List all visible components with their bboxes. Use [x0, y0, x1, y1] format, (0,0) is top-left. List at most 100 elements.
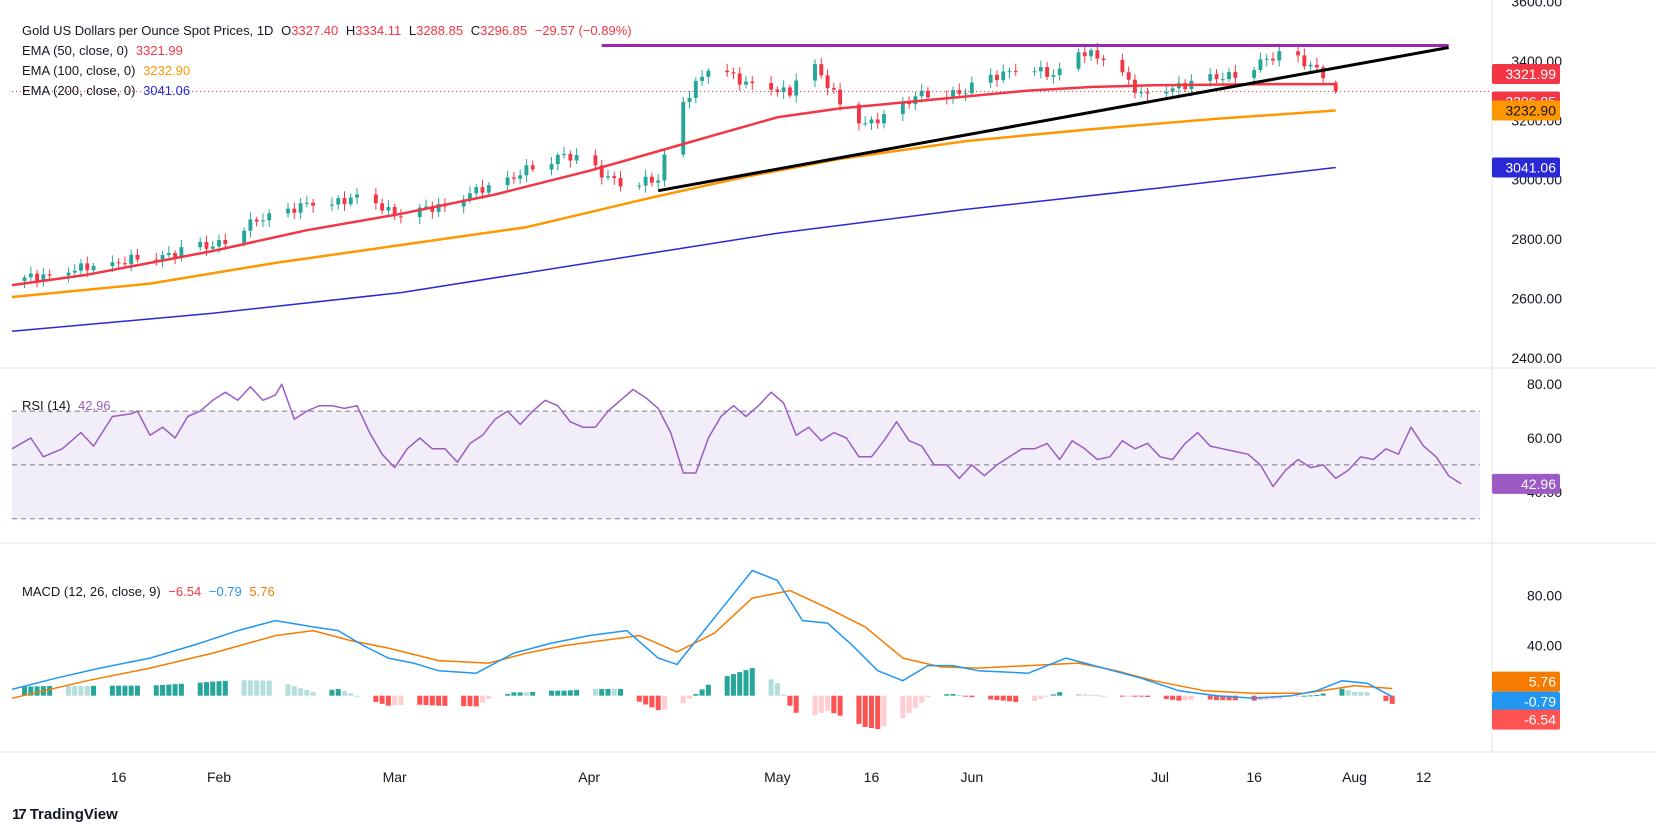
macd-histogram-bar [1295, 695, 1301, 697]
ema200-value: 3041.06 [143, 83, 191, 98]
price-label-ema100-box [1492, 100, 1560, 121]
macd-label-signal: 5.76 [1529, 674, 1556, 690]
macd-histogram-bar [153, 685, 159, 696]
candle-body [154, 259, 159, 261]
macd-histogram-bar [285, 684, 291, 696]
macd-histogram-bar [511, 692, 517, 696]
macd-histogram-bar [1339, 688, 1345, 696]
macd-histogram-bar [1182, 695, 1188, 701]
macd-histogram-bar [1320, 693, 1326, 696]
x-tick-label: Aug [1342, 769, 1367, 785]
rsi-value-label-box [1492, 473, 1560, 494]
macd-histogram-bar [442, 695, 448, 706]
macd-histogram-bar [1314, 695, 1320, 697]
candle-body [1045, 67, 1050, 77]
candle-body [794, 80, 799, 96]
macd-histogram-bar [768, 679, 774, 696]
ema100-line [11, 109, 1336, 299]
candle-body [1214, 74, 1219, 80]
candle-body [1233, 72, 1238, 78]
ema200-line [11, 166, 1336, 332]
candle-body [1057, 68, 1062, 76]
trendline [657, 46, 1449, 193]
macd-histogram-bar [661, 695, 667, 710]
candle-body [1089, 50, 1093, 57]
macd-signal-value: 5.76 [249, 584, 275, 599]
tradingview-logo-icon: 17 [12, 806, 27, 823]
candle-body [1264, 58, 1269, 60]
candle-body [392, 206, 397, 217]
rsi-legend[interactable]: RSI (14) 42.96 [22, 396, 115, 415]
macd-histogram-bar [266, 680, 272, 696]
ema50-value: 3321.99 [135, 43, 183, 58]
x-tick-label: 16 [111, 769, 127, 785]
candle-body [612, 176, 617, 179]
macd-histogram-bar [530, 691, 536, 696]
candle-body [882, 114, 886, 124]
macd-histogram-bar [774, 683, 780, 696]
y-tick-label: 80.00 [1527, 376, 1562, 392]
macd-histogram-bar [216, 681, 222, 696]
candle-body [925, 90, 930, 98]
candle-body [330, 204, 334, 206]
candle-body [1082, 52, 1087, 57]
candle-body [1333, 82, 1338, 92]
macd-histogram-bar [329, 689, 335, 696]
macd-histogram-bar [210, 681, 216, 696]
candle-body [574, 155, 579, 161]
candle-body [204, 241, 209, 249]
macd-histogram-bar [1101, 695, 1107, 697]
candle-body [1076, 52, 1081, 69]
candle-body [355, 194, 359, 198]
candle-body [1120, 59, 1125, 73]
macd-histogram-bar [1094, 695, 1100, 697]
macd-histogram-bar [91, 685, 97, 696]
macd-histogram-bar [825, 695, 831, 711]
macd-histogram-bar [643, 695, 649, 705]
candle-body [110, 262, 115, 266]
ema100-legend[interactable]: EMA (100, close, 0) 3232.90 [22, 61, 194, 80]
candle-body [1101, 58, 1106, 60]
rsi-line [11, 383, 1462, 488]
macd-histogram-bar [649, 695, 655, 708]
candle-body [47, 274, 52, 276]
candle-body [348, 197, 353, 205]
candle-body [304, 202, 309, 204]
candle-body [555, 154, 560, 165]
macd-histogram-bar [1364, 692, 1370, 696]
macd-histogram-bar [818, 695, 824, 713]
macd-histogram-bar [950, 694, 956, 696]
candle-body [1095, 50, 1100, 59]
ema200-legend[interactable]: EMA (200, close, 0) 3041.06 [22, 81, 194, 100]
macd-legend[interactable]: MACD (12, 26, close, 9) −6.54 −0.79 5.76 [22, 582, 279, 601]
macd-histogram-bar [354, 695, 360, 697]
macd-histogram-bar [505, 694, 511, 696]
macd-histogram-bar [793, 695, 799, 713]
x-tick-label: 16 [864, 769, 880, 785]
candle-body [386, 206, 391, 211]
macd-histogram-bar [549, 690, 555, 696]
candle-body [22, 277, 27, 281]
ohlc-open-value: 3327.40 [291, 23, 339, 38]
candle-body [28, 273, 33, 278]
candle-body [907, 102, 912, 105]
candle-body [254, 219, 259, 222]
macd-histogram-bar [1188, 695, 1194, 700]
candle-body [963, 93, 968, 95]
ema100-label: EMA (100, close, 0) [22, 63, 136, 78]
macd-histogram-bar [912, 695, 918, 708]
macd-histogram-bar [743, 670, 749, 696]
macd-histogram-bar [655, 695, 661, 711]
macd-histogram-bar [379, 695, 385, 704]
candle-body [342, 198, 347, 205]
macd-label-signal-group: 5.76 [1492, 671, 1560, 692]
candle-body [486, 185, 491, 193]
macd-histogram-bar [749, 668, 755, 696]
macd-histogram-bar [298, 688, 304, 696]
tradingview-watermark[interactable]: 17 TradingView [12, 806, 118, 823]
macd-histogram-bar [812, 695, 818, 716]
macd-histogram-bar [429, 695, 435, 706]
candle-body [813, 64, 817, 81]
ema50-legend[interactable]: EMA (50, close, 0) 3321.99 [22, 41, 187, 60]
